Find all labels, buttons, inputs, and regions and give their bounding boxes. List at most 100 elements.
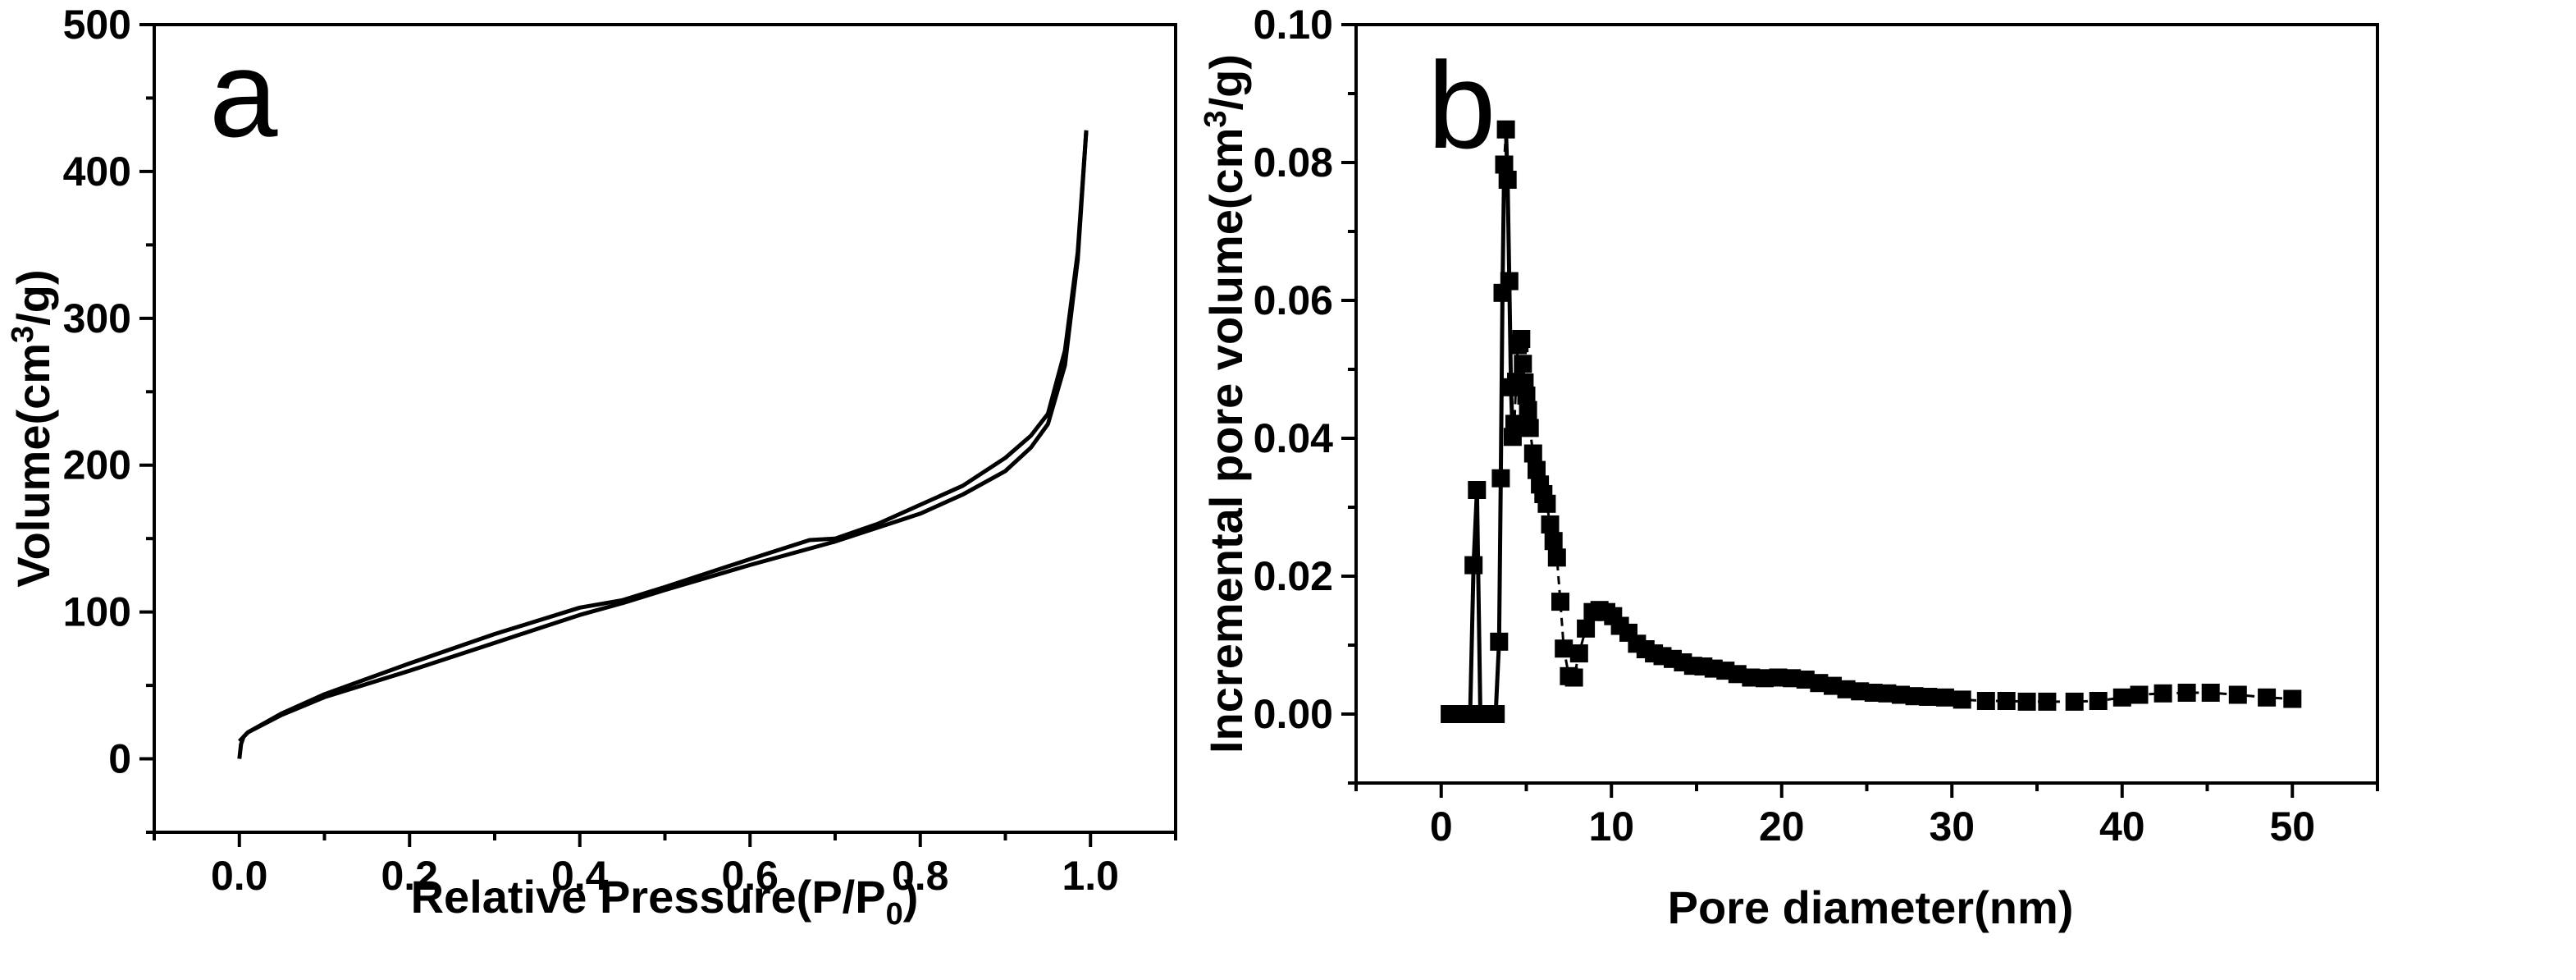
pore-size-y-tick-label: 0.08: [1254, 140, 1333, 185]
pore-size-point: [1519, 401, 1537, 419]
isotherm-x-tick-label: 0.6: [721, 853, 779, 899]
pore-size-jump-segment: [1505, 179, 1512, 282]
pore-size-jump-segment: [1496, 478, 1503, 642]
isotherm-desorption-line: [237, 130, 1089, 743]
pore-size-point: [1541, 515, 1560, 534]
pore-size-point: [1742, 668, 1761, 687]
pore-size-jump-segment: [1493, 641, 1501, 715]
pore-size-point: [1520, 419, 1539, 437]
pore-size-point: [1551, 593, 1569, 611]
pore-size-point: [1878, 684, 1897, 703]
pore-size-point: [2228, 685, 2247, 704]
pore-size-point: [1495, 155, 1514, 174]
pore-size-point: [1555, 639, 1573, 658]
pore-size-point: [2089, 692, 2108, 710]
isotherm-y-tick-label: 500: [63, 2, 131, 48]
pore-size-point: [1569, 644, 1588, 663]
pore-size-point: [2258, 688, 2277, 707]
pore-size-panel-label: b: [1427, 36, 1496, 174]
pore-size-point: [2065, 692, 2084, 711]
isotherm-plot-frame: [153, 23, 1177, 834]
isotherm-x-axis-ticks: 0.0 0.2 0.4 0.6 0.8 1.0: [153, 832, 1177, 899]
pore-size-point: [1487, 705, 1505, 723]
pore-size-point: [1564, 668, 1583, 687]
pore-size-point: [2154, 684, 2172, 703]
pore-size-point: [1528, 460, 1546, 479]
pore-size-point: [1953, 690, 1971, 709]
pore-size-point: [1810, 674, 1829, 693]
pore-size-point: [1523, 444, 1542, 463]
pore-size-point: [1892, 685, 1910, 704]
pore-size-point: [1547, 548, 1566, 567]
pore-size-point: [2017, 692, 2036, 711]
pore-size-y-axis-title: Incremental pore volume(cm3/g): [1199, 54, 1252, 753]
pore-size-x-tick-label: 0: [1430, 804, 1453, 849]
isotherm-chart-panel: a 0.0 0.2 0.4 0.6 0.8 1.0 0 100 200 300 400 500 Re…: [6, 2, 1177, 932]
pore-size-y-axis-ticks: 0.00 0.02 0.04 0.06 0.08 0.10: [1254, 2, 1356, 785]
pore-size-series-group: [1441, 120, 2302, 723]
pore-size-jump-segment: [1498, 292, 1505, 479]
pore-size-point: [1496, 120, 1515, 139]
isotherm-x-tick-label: 0.8: [892, 853, 949, 899]
pore-size-x-tick-label: 10: [1588, 804, 1634, 849]
pore-size-point: [1491, 469, 1510, 488]
pore-size-point: [1824, 676, 1842, 695]
pore-size-point: [1505, 414, 1523, 433]
pore-size-point: [1464, 556, 1483, 575]
pore-size-point: [1837, 680, 1856, 698]
pore-size-point: [1490, 632, 1509, 651]
isotherm-y-axis-ticks: 0 100 200 300 400 500: [63, 2, 154, 834]
isotherm-x-tick-label: 0.0: [211, 853, 268, 899]
isotherm-adsorption-line: [237, 130, 1089, 759]
pore-size-y-tick-label: 0.06: [1254, 277, 1333, 323]
pore-size-point: [1517, 386, 1536, 405]
pore-size-point: [1783, 669, 1802, 688]
pore-size-point: [2177, 684, 2196, 702]
pore-size-point: [1468, 481, 1487, 499]
pore-size-point: [1498, 171, 1517, 189]
pore-size-point: [1728, 665, 1747, 684]
isotherm-y-tick-label: 200: [63, 442, 131, 488]
isotherm-y-tick-label: 300: [63, 295, 131, 341]
pore-size-point: [1577, 619, 1596, 638]
pore-size-y-tick-label: 0.00: [1254, 691, 1333, 737]
pore-size-point: [1976, 692, 1995, 710]
pore-size-point: [1935, 688, 1954, 707]
pore-size-point: [1919, 688, 1938, 706]
pore-size-x-tick-label: 50: [2269, 804, 2315, 849]
isotherm-x-tick-label: 0.2: [381, 853, 438, 899]
pore-size-x-tick-label: 20: [1759, 804, 1805, 849]
isotherm-y-tick-label: 400: [63, 149, 131, 195]
pore-size-point: [1796, 671, 1815, 689]
pore-size-y-tick-label: 0.02: [1254, 553, 1333, 599]
pore-size-point: [2038, 692, 2057, 711]
pore-size-chart-panel: b 0 10 20 30 40 50 0.00 0.02 0.04 0.06 0.08 0.10 P…: [1199, 2, 2379, 933]
pore-size-x-tick-label: 40: [2099, 804, 2145, 849]
pore-size-point: [1756, 669, 1774, 688]
pore-size-point: [1514, 355, 1532, 373]
isotherm-series-group: [237, 130, 1089, 759]
pore-size-connector-line: [1450, 129, 2293, 716]
isotherm-y-tick-label: 100: [63, 589, 131, 635]
pore-size-x-axis-title: Pore diameter(nm): [1668, 882, 2074, 933]
pore-size-point: [2201, 684, 2220, 702]
pore-size-x-tick-label: 30: [1929, 804, 1975, 849]
pore-size-point: [1544, 532, 1563, 551]
isotherm-panel-label: a: [209, 25, 278, 163]
pore-size-point: [1851, 682, 1870, 701]
isotherm-x-tick-label: 0.4: [551, 853, 609, 899]
pore-size-point: [1500, 272, 1519, 291]
pore-size-point: [2112, 688, 2131, 707]
pore-size-point: [2283, 689, 2302, 708]
pore-size-point: [1537, 494, 1556, 513]
pore-size-point: [1864, 684, 1883, 702]
pore-size-point: [1997, 692, 2016, 710]
pore-size-point: [1512, 330, 1531, 348]
pore-size-jump-segment: [1474, 489, 1482, 715]
isotherm-x-tick-label: 1.0: [1062, 853, 1119, 899]
isotherm-x-axis-title: Relative Pressure(P/P0): [411, 871, 919, 932]
isotherm-y-axis-title: Volume(cm3/g): [6, 269, 59, 587]
pore-size-point: [1905, 687, 1924, 706]
pore-size-jump-segment: [1468, 565, 1476, 715]
